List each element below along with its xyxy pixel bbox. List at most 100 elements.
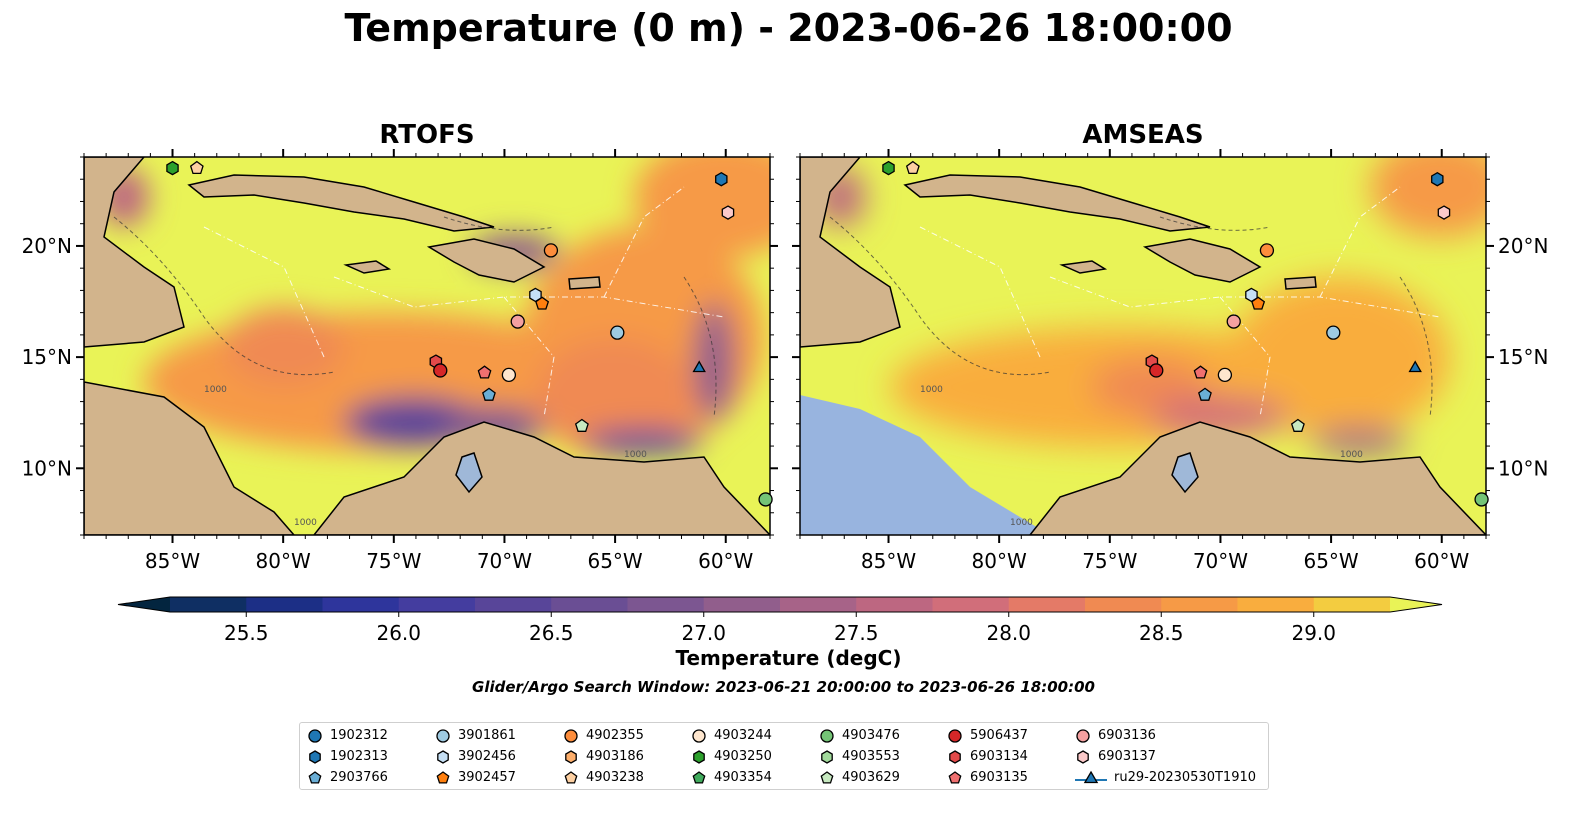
legend-marker-icon (820, 770, 834, 784)
legend-marker (820, 728, 834, 743)
colorbar-segment (551, 597, 628, 612)
colorbar-min-extension (118, 597, 170, 612)
float-marker-3901861 (610, 325, 625, 340)
colorbar-segment (1085, 597, 1162, 612)
legend-item: 6903137 (1074, 746, 1274, 767)
pacific-ocean (800, 395, 1050, 535)
legend-item: 3902456 (434, 746, 562, 767)
lake-maracaibo (1171, 452, 1199, 494)
legend-marker (1077, 749, 1089, 764)
x-tick-label: 65°W (587, 549, 642, 573)
colorbar-segment (170, 597, 247, 612)
legend: 1902312 1902313 2903766 3901861 3902456 39024… (299, 722, 1269, 790)
colorbar-tick-label: 28.0 (986, 621, 1031, 645)
amseas-axis-ticks: 85°W 80°W 75°W 70°W 65°W 60°W 20°N 15°N 10°N 1000… (792, 149, 1548, 573)
x-tick-label: 65°W (1303, 549, 1358, 573)
colorbar-tick-label: 29.0 (1291, 621, 1336, 645)
legend-marker-icon (693, 749, 705, 764)
legend-item: ru29-20230530T1910 (1074, 767, 1274, 788)
south-america (313, 421, 770, 535)
puerto-rico (568, 276, 601, 290)
colorbar-segment (1008, 597, 1086, 612)
x-tick-label: 80°W (972, 549, 1027, 573)
legend-marker (565, 749, 577, 764)
y-tick-label: 20°N (22, 234, 72, 258)
legend-marker (308, 728, 322, 743)
figure-title: Temperature (0 m) - 2023-06-26 18:00:00 (344, 6, 1233, 50)
legend-marker (948, 770, 962, 784)
float-marker-4903238 (189, 160, 204, 175)
legend-marker-icon (565, 749, 577, 764)
float-marker-5906437 (1149, 363, 1164, 378)
legend-label: 3902457 (458, 770, 516, 785)
legend-marker-icon (820, 728, 834, 743)
legend-marker-icon (437, 749, 449, 764)
float-marker-ru29-20230530T1910 (1408, 360, 1422, 373)
land (84, 157, 770, 535)
colorbar-tick-label: 27.5 (834, 621, 879, 645)
legend-label: 5906437 (970, 728, 1028, 743)
isobath-label: 1000 (1340, 450, 1363, 460)
legend-marker (437, 749, 449, 764)
legend-marker-icon (821, 749, 833, 764)
legend-item: 4903354 (690, 767, 818, 788)
isobath-label: 1000 (1010, 518, 1033, 528)
puerto-rico (1284, 276, 1317, 290)
legend-item: 5906437 (946, 725, 1074, 746)
legend-label: 4903250 (714, 749, 772, 764)
legend-marker (436, 728, 450, 743)
y-tick-label: 10°N (22, 456, 72, 480)
legend-label: 4903238 (586, 770, 644, 785)
legend-marker-icon (436, 728, 450, 743)
legend-marker (821, 749, 833, 764)
legend-label: 1902313 (330, 749, 388, 764)
amseas-markers (882, 160, 1489, 507)
isobath-label: 1000 (920, 385, 943, 395)
float-marker-ru29-20230530T1910 (692, 360, 706, 373)
cuba (903, 174, 1211, 232)
colorbar-segment (475, 597, 552, 612)
legend-item: 4903238 (562, 767, 690, 788)
x-tick-label: 75°W (1082, 549, 1137, 573)
float-marker-4903629 (1290, 418, 1305, 432)
isobath-label: 1000 (624, 450, 647, 460)
float-marker-4902355 (543, 243, 559, 258)
legend-label: 4903476 (842, 728, 900, 743)
hispaniola (1142, 238, 1262, 283)
float-marker-4903476 (1474, 492, 1489, 507)
legend-item: 6903134 (946, 746, 1074, 767)
legend-item: 4903629 (818, 767, 946, 788)
x-tick-label: 70°W (477, 549, 532, 573)
legend-label: 6903137 (1098, 749, 1156, 764)
legend-label: 4903553 (842, 749, 900, 764)
colorbar-label: Temperature (degC) (675, 646, 902, 670)
colorbar-tick-label: 26.0 (376, 621, 421, 645)
float-marker-4903244 (501, 367, 517, 383)
x-tick-label: 70°W (1193, 549, 1248, 573)
float-marker-4902355 (1259, 243, 1275, 258)
float-marker-6903137 (721, 205, 735, 220)
legend-marker (692, 770, 706, 784)
float-marker-6903137 (1437, 205, 1451, 220)
search-window-text: Glider/Argo Search Window: 2023-06-21 20… (472, 678, 1095, 696)
hispaniola (426, 238, 546, 283)
land (800, 157, 1486, 535)
amseas-map: 85°W 80°W 75°W 70°W 65°W 60°W 20°N 15°N 10°N 1000… (792, 149, 1548, 573)
legend-item: 1902313 (306, 746, 434, 767)
isobath-1000 (829, 216, 1433, 418)
colorbar-tick-label: 27.0 (681, 621, 726, 645)
legend-marker-icon (564, 728, 578, 743)
legend-marker-icon (1075, 770, 1107, 783)
isobath-label: 1000 (204, 385, 227, 395)
rtofs-panel-title: RTOFS (379, 120, 475, 150)
legend-label: 4903629 (842, 770, 900, 785)
colorbar-segment (398, 597, 476, 612)
float-marker-6903135 (477, 365, 492, 379)
y-tick-label: 10°N (1498, 456, 1548, 480)
legend-marker-icon (308, 728, 322, 743)
legend-marker-icon (692, 770, 706, 784)
legend-label: 6903136 (1098, 728, 1156, 743)
legend-marker (436, 770, 450, 784)
float-marker-4903238 (905, 160, 920, 175)
colorbar-segment (1313, 597, 1391, 612)
